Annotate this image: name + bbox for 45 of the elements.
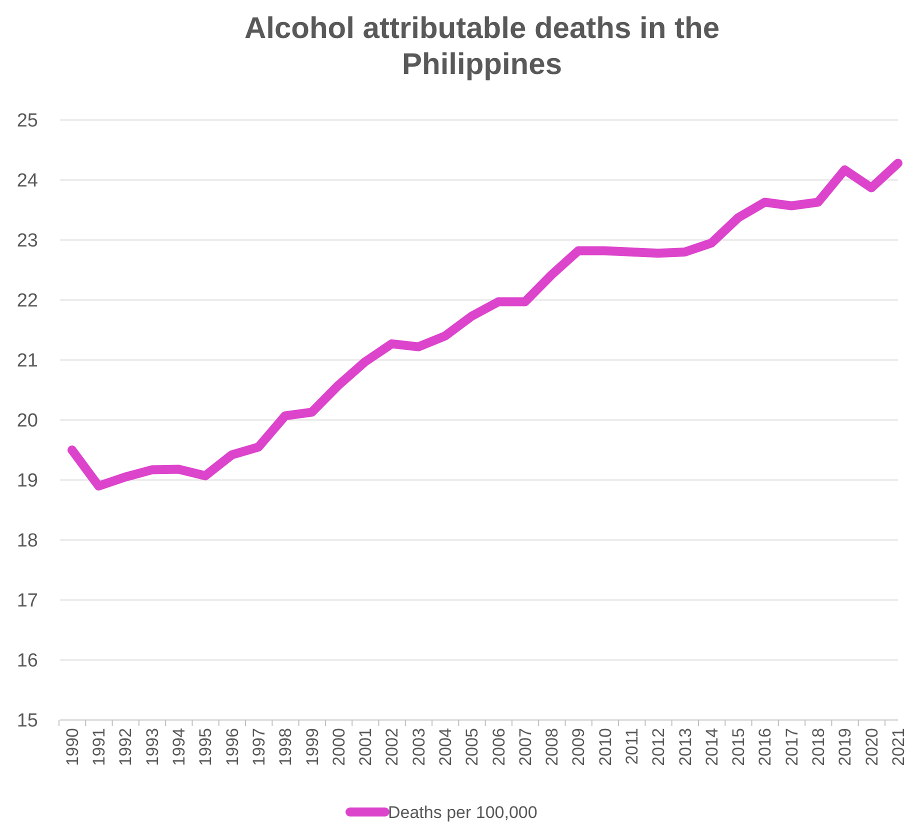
x-tick-label: 2010 [596, 728, 615, 766]
x-tick-label: 2011 [622, 728, 642, 765]
x-tick-label: 2008 [542, 728, 562, 766]
x-tick-label: 2013 [676, 728, 695, 766]
y-tick-label: 22 [16, 290, 38, 312]
x-tick-label: 2012 [649, 728, 668, 766]
x-tick-label: 1991 [90, 728, 109, 766]
legend-label: Deaths per 100,000 [388, 802, 538, 822]
x-tick-label: 2016 [756, 728, 775, 766]
x-tick-label: 2004 [436, 728, 455, 766]
x-tick-label: 1999 [302, 728, 322, 766]
y-tick-label: 20 [16, 410, 38, 432]
x-tick-label: 2005 [462, 728, 482, 766]
y-tick-label: 18 [16, 530, 38, 552]
x-tick-label: 2014 [702, 728, 722, 766]
x-tick-label: 2020 [862, 728, 882, 766]
y-tick-label: 21 [16, 350, 38, 372]
y-tick-label: 15 [16, 710, 38, 732]
y-tick-label: 24 [16, 170, 38, 192]
x-tick-label: 2017 [782, 728, 802, 766]
x-tick-label: 2000 [329, 728, 348, 766]
chart-title: Alcohol attributable deaths in the Philippines [244, 12, 720, 81]
y-tick-label: 17 [16, 590, 38, 612]
x-tick-label: 1996 [222, 728, 242, 766]
x-tick-label: 1998 [276, 728, 296, 766]
x-tick-label: 1994 [170, 728, 189, 766]
x-tick-label: 1997 [249, 728, 268, 766]
x-tick-label: 2003 [409, 728, 428, 766]
y-tick-label: 19 [16, 470, 38, 492]
x-tick-label: 2006 [489, 728, 508, 766]
x-tick-label: 1993 [142, 728, 162, 766]
x-tick-label: 1992 [116, 728, 136, 766]
x-tick-label: 2018 [809, 728, 828, 766]
x-tick-label: 2009 [569, 728, 588, 766]
x-tick-label: 2019 [836, 728, 855, 766]
y-tick-label: 16 [16, 650, 38, 672]
x-tick-label: 1990 [62, 728, 82, 766]
x-tick-label: 2007 [516, 728, 535, 766]
x-tick-label: 2002 [382, 728, 402, 766]
y-tick-label: 23 [16, 230, 38, 252]
x-tick-label: 2001 [356, 728, 376, 766]
x-tick-label: 2021 [888, 728, 908, 766]
x-tick-label: 2015 [729, 728, 748, 766]
y-tick-label: 25 [16, 110, 38, 132]
x-tick-label: 1995 [196, 728, 216, 766]
